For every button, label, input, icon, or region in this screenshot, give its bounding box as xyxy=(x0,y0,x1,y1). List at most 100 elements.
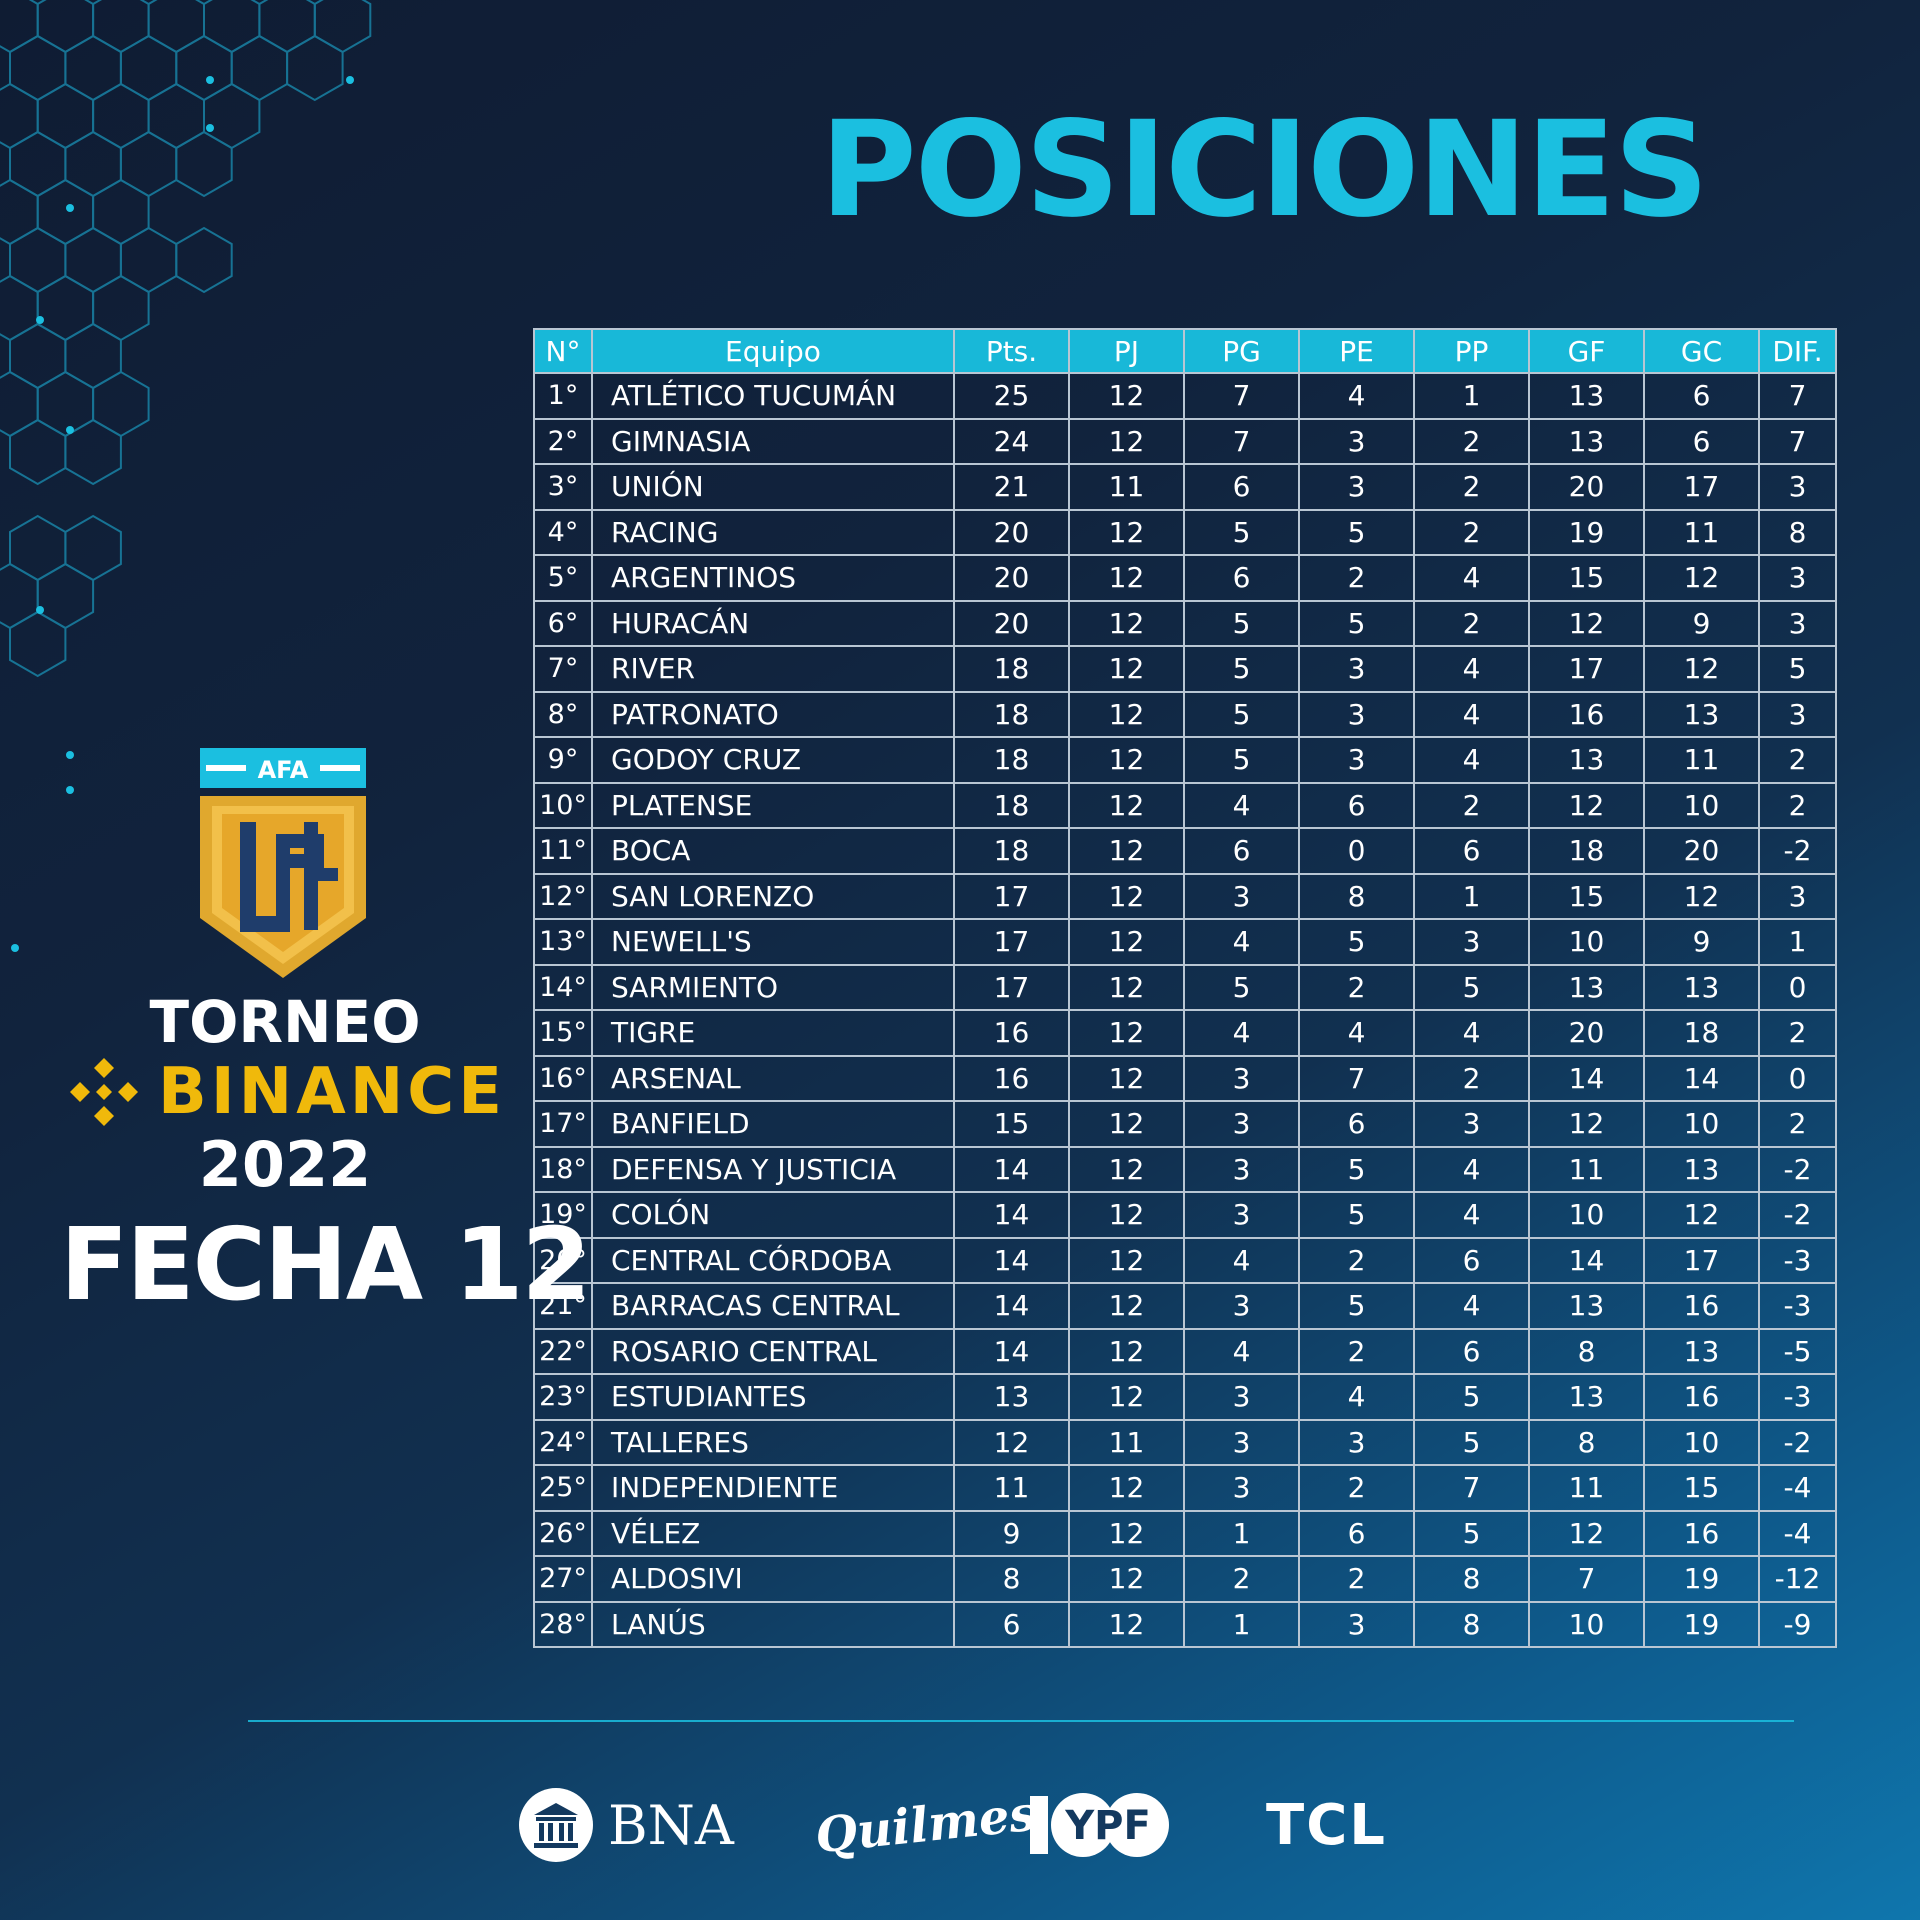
stat-cell: 5 xyxy=(1183,599,1300,647)
stat-cell: 6 xyxy=(1413,1327,1530,1375)
stat-cell: 7 xyxy=(1758,372,1837,420)
stat-cell: 12 xyxy=(1068,1009,1185,1057)
stat-cell: 19 xyxy=(1643,1600,1760,1648)
stat-cell: 13 xyxy=(1528,372,1645,420)
stat-cell: -5 xyxy=(1758,1327,1837,1375)
stat-cell: 14 xyxy=(1528,1236,1645,1284)
table-row: 26° VÉLEZ 9 12 1 6 5 12 16 -4 xyxy=(533,1509,1837,1557)
team-name-cell: CENTRAL CÓRDOBA xyxy=(591,1236,955,1284)
stat-cell: 16 xyxy=(1643,1282,1760,1330)
table-row: 2° GIMNASIA 24 12 7 3 2 13 6 7 xyxy=(533,417,1837,465)
table-row: 10° PLATENSE 18 12 4 6 2 12 10 2 xyxy=(533,781,1837,829)
stat-cell: 18 xyxy=(953,827,1070,875)
stat-cell: 12 xyxy=(1068,554,1185,602)
stat-cell: 4 xyxy=(1183,1009,1300,1057)
stat-cell: 4 xyxy=(1413,1009,1530,1057)
stat-cell: 12 xyxy=(1643,645,1760,693)
stat-cell: 20 xyxy=(1528,463,1645,511)
stat-cell: 1 xyxy=(1183,1509,1300,1557)
team-name-cell: INDEPENDIENTE xyxy=(591,1464,955,1512)
position-cell: 14° xyxy=(533,963,593,1011)
position-cell: 12° xyxy=(533,872,593,920)
stat-cell: 2 xyxy=(1758,1009,1837,1057)
stat-cell: 6 xyxy=(1298,781,1415,829)
table-row: 17° BANFIELD 15 12 3 6 3 12 10 2 xyxy=(533,1100,1837,1148)
table-row: 21° BARRACAS CENTRAL 14 12 3 5 4 13 16 -3 xyxy=(533,1282,1837,1330)
team-name-cell: RACING xyxy=(591,508,955,556)
position-cell: 15° xyxy=(533,1009,593,1057)
stat-cell: 12 xyxy=(1068,1191,1185,1239)
stat-cell: 3 xyxy=(1758,690,1837,738)
stat-cell: 12 xyxy=(1643,554,1760,602)
stat-cell: 3 xyxy=(1413,1100,1530,1148)
team-name-cell: ARGENTINOS xyxy=(591,554,955,602)
table-row: 15° TIGRE 16 12 4 4 4 20 18 2 xyxy=(533,1009,1837,1057)
sponsor-tcl: TCL xyxy=(1266,1780,1387,1870)
position-cell: 21° xyxy=(533,1282,593,1330)
stat-cell: 7 xyxy=(1183,372,1300,420)
stat-cell: 3 xyxy=(1298,1600,1415,1648)
position-cell: 9° xyxy=(533,736,593,784)
stat-cell: 4 xyxy=(1183,781,1300,829)
sponsors-bar: BNA Quilmes YPF TCL xyxy=(0,1780,1920,1870)
binance-brand-text: BINANCE xyxy=(158,1055,506,1129)
stat-cell: 2 xyxy=(1298,1236,1415,1284)
stat-cell: 17 xyxy=(953,963,1070,1011)
stat-cell: 10 xyxy=(1643,1418,1760,1466)
stat-cell: 12 xyxy=(1068,508,1185,556)
stat-cell: 18 xyxy=(1643,1009,1760,1057)
position-cell: 20° xyxy=(533,1236,593,1284)
stat-cell: 7 xyxy=(1413,1464,1530,1512)
stat-cell: 0 xyxy=(1758,963,1837,1011)
binance-brand-row: BINANCE xyxy=(60,1054,510,1130)
stat-cell: 10 xyxy=(1528,918,1645,966)
position-cell: 7° xyxy=(533,645,593,693)
afa-badge-text: AFA xyxy=(258,756,309,784)
stat-cell: 13 xyxy=(953,1373,1070,1421)
stat-cell: 2 xyxy=(1413,599,1530,647)
stat-cell: 10 xyxy=(1643,1100,1760,1148)
stat-cell: 13 xyxy=(1528,417,1645,465)
table-row: 3° UNIÓN 21 11 6 3 2 20 17 3 xyxy=(533,463,1837,511)
position-cell: 6° xyxy=(533,599,593,647)
stat-cell: 20 xyxy=(953,508,1070,556)
sponsor-ypf-text: YPF xyxy=(1064,1803,1151,1849)
stat-cell: 1 xyxy=(1183,1600,1300,1648)
stat-cell: 24 xyxy=(953,417,1070,465)
stat-cell: 2 xyxy=(1413,781,1530,829)
stat-cell: 13 xyxy=(1528,1282,1645,1330)
stat-cell: 5 xyxy=(1298,1282,1415,1330)
stat-cell: 6 xyxy=(1183,554,1300,602)
stat-cell: 3 xyxy=(1183,1191,1300,1239)
bank-building-icon xyxy=(519,1788,593,1862)
stat-cell: 12 xyxy=(1528,1100,1645,1148)
footer-divider xyxy=(248,1720,1794,1722)
table-row: 4° RACING 20 12 5 5 2 19 11 8 xyxy=(533,508,1837,556)
stat-cell: 12 xyxy=(1068,1100,1185,1148)
table-header-row: N° Equipo Pts. PJ PG PE PP GF GC DIF. xyxy=(533,328,1837,374)
stat-cell: -3 xyxy=(1758,1236,1837,1284)
table-row: 9° GODOY CRUZ 18 12 5 3 4 13 11 2 xyxy=(533,736,1837,784)
column-header: GF xyxy=(1528,328,1645,374)
stat-cell: 5 xyxy=(1413,1373,1530,1421)
stat-cell: 20 xyxy=(953,554,1070,602)
stat-cell: 11 xyxy=(1643,508,1760,556)
stat-cell: 3 xyxy=(1183,1100,1300,1148)
stat-cell: 8 xyxy=(953,1555,1070,1603)
team-name-cell: ATLÉTICO TUCUMÁN xyxy=(591,372,955,420)
stat-cell: 14 xyxy=(953,1236,1070,1284)
stat-cell: 2 xyxy=(1413,1054,1530,1102)
table-row: 22° ROSARIO CENTRAL 14 12 4 2 6 8 13 -5 xyxy=(533,1327,1837,1375)
position-cell: 24° xyxy=(533,1418,593,1466)
stat-cell: 12 xyxy=(1068,417,1185,465)
stat-cell: 4 xyxy=(1413,1191,1530,1239)
stat-cell: 6 xyxy=(1413,1236,1530,1284)
stat-cell: 18 xyxy=(1528,827,1645,875)
stat-cell: 3 xyxy=(1183,872,1300,920)
position-cell: 18° xyxy=(533,1145,593,1193)
stat-cell: 11 xyxy=(1068,463,1185,511)
stat-cell: 4 xyxy=(1183,1327,1300,1375)
stat-cell: 3 xyxy=(1183,1464,1300,1512)
sponsor-quilmes: Quilmes xyxy=(813,1780,1039,1870)
team-name-cell: GODOY CRUZ xyxy=(591,736,955,784)
